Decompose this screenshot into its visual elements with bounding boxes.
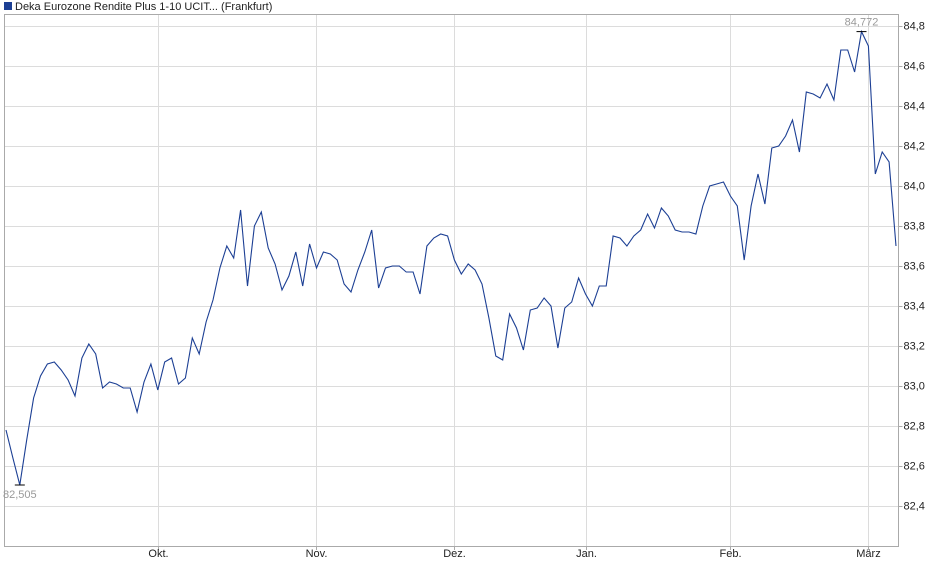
y-tick-label: 84,0: [904, 180, 925, 192]
y-tick-label: 82,6: [904, 460, 925, 472]
y-tick-label: 83,0: [904, 380, 925, 392]
y-tick-label: 84,8: [904, 20, 925, 32]
grid: [4, 14, 899, 546]
y-tick-label: 83,4: [904, 300, 925, 312]
plot-frame: [4, 14, 899, 547]
legend-label: Deka Eurozone Rendite Plus 1-10 UCIT... …: [15, 1, 272, 13]
y-tick-label: 84,2: [904, 140, 925, 152]
y-tick-label: 83,8: [904, 220, 925, 232]
price-line: [5, 29, 897, 486]
y-tick-label: 82,8: [904, 420, 925, 432]
legend-swatch: [4, 2, 12, 10]
y-tick-label: 83,2: [904, 340, 925, 352]
y-tick-label: 83,6: [904, 260, 925, 272]
y-tick-label: 84,4: [904, 100, 925, 112]
x-tick-label: Nov.: [306, 548, 328, 560]
y-tick-label: 84,6: [904, 60, 925, 72]
extreme-label: 84,772: [845, 17, 879, 29]
x-tick-label: März: [856, 548, 880, 560]
extreme-label: 82,505: [3, 489, 37, 501]
x-tick-label: Jan.: [576, 548, 597, 560]
x-tick-label: Feb.: [719, 548, 741, 560]
y-tick-label: 82,4: [904, 500, 925, 512]
x-tick-label: Dez.: [443, 548, 466, 560]
x-tick-label: Okt.: [148, 548, 168, 560]
